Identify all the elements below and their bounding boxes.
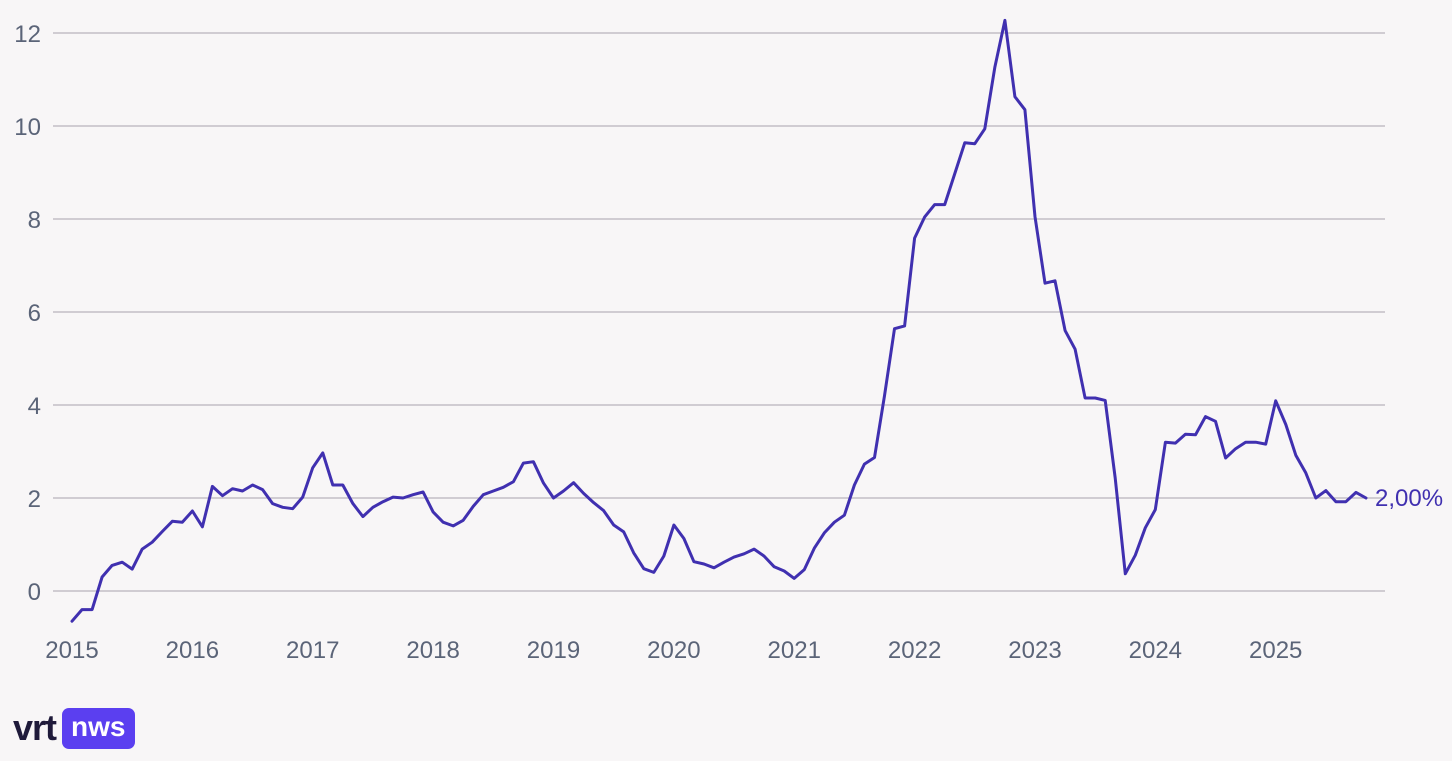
y-tick-label: 6	[28, 300, 41, 327]
gridlines	[53, 32, 1385, 592]
x-tick-label: 2018	[406, 637, 459, 664]
y-tick-label: 4	[28, 393, 41, 420]
y-tick-label: 10	[14, 114, 41, 141]
x-tick-label: 2023	[1008, 637, 1061, 664]
vrt-nws-logo: vrt nws	[13, 707, 135, 749]
y-tick-label: 2	[28, 486, 41, 513]
x-tick-label: 2022	[888, 637, 941, 664]
logo-nws-badge: nws	[62, 707, 135, 749]
y-axis-ticks: 0 2 4 6 8 10 12	[14, 21, 41, 606]
x-tick-label: 2025	[1249, 637, 1302, 664]
y-tick-label: 12	[14, 21, 41, 48]
logo-vrt-text: vrt	[13, 707, 57, 748]
x-tick-label: 2015	[45, 637, 98, 664]
x-axis-ticks: 2015 2016 2017 2018 2019 2020 2021 2022 2023 2024…	[45, 637, 1302, 664]
x-tick-label: 2016	[166, 637, 219, 664]
y-tick-label: 0	[28, 579, 41, 606]
x-tick-label: 2020	[647, 637, 700, 664]
x-tick-label: 2019	[527, 637, 580, 664]
x-tick-label: 2021	[768, 637, 821, 664]
series-line	[70, 18, 1368, 623]
end-value-label: 2,00%	[1375, 485, 1443, 512]
y-tick-label: 8	[28, 207, 41, 234]
x-tick-label: 2017	[286, 637, 339, 664]
x-tick-label: 2024	[1129, 637, 1182, 664]
